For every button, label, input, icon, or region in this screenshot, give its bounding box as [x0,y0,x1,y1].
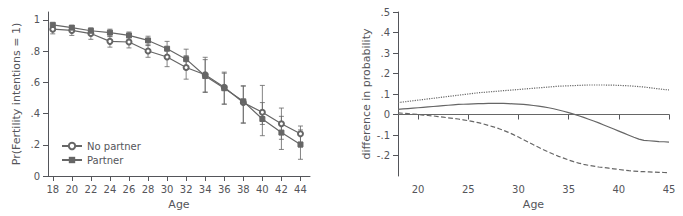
svg-text:18: 18 [46,184,59,195]
svg-text:.4: .4 [30,108,40,119]
svg-text:28: 28 [142,184,155,195]
svg-text:25: 25 [462,184,475,195]
svg-text:44: 44 [294,184,307,195]
svg-text:22: 22 [85,184,98,195]
svg-text:Pr(Fertility intentions = 1): Pr(Fertility intentions = 1) [10,23,23,165]
svg-text:42: 42 [275,184,288,195]
svg-text:24: 24 [104,184,117,195]
svg-text:.2: .2 [380,68,390,79]
svg-text:20: 20 [65,184,78,195]
svg-text:34: 34 [199,184,212,195]
svg-text:.3: .3 [380,48,390,59]
svg-text:35: 35 [562,184,575,195]
svg-text:30: 30 [512,184,525,195]
svg-text:20: 20 [412,184,425,195]
svg-text:45: 45 [663,184,676,195]
svg-text:36: 36 [218,184,231,195]
svg-text:38: 38 [237,184,250,195]
svg-text:.6: .6 [30,77,40,88]
svg-text:0: 0 [34,171,40,182]
svg-text:Age: Age [168,198,190,211]
svg-text:40: 40 [612,184,625,195]
svg-text:.2: .2 [30,139,40,150]
svg-text:Partner: Partner [87,155,124,166]
svg-text:difference in probability: difference in probability [360,28,373,159]
svg-text:No partner: No partner [87,141,142,152]
svg-text:40: 40 [256,184,269,195]
svg-text:0: 0 [384,109,390,120]
svg-text:Age: Age [523,198,545,211]
svg-text:-.2: -.2 [377,150,390,161]
svg-text:26: 26 [123,184,136,195]
svg-text:.1: .1 [380,89,390,100]
svg-text:1: 1 [34,14,40,25]
svg-text:32: 32 [180,184,193,195]
svg-text:.5: .5 [380,7,390,18]
svg-text:-.1: -.1 [377,130,390,141]
svg-text:.4: .4 [380,27,390,38]
svg-text:.8: .8 [30,46,40,57]
svg-text:30: 30 [161,184,174,195]
